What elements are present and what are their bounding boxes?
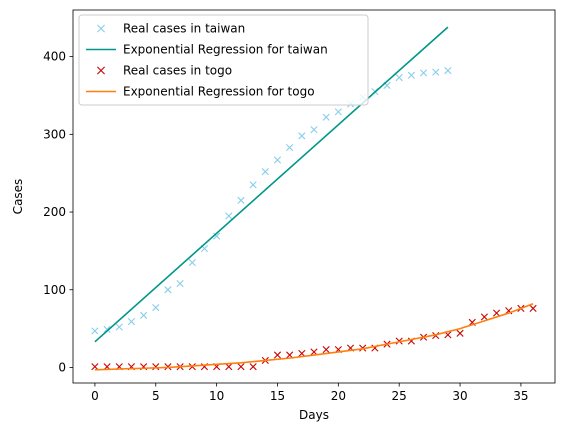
x-tick-label: 0 (91, 389, 99, 403)
series-line-3 (94, 302, 534, 371)
x-tick-label: 5 (152, 389, 160, 403)
data-point (261, 168, 269, 176)
data-point (529, 304, 537, 312)
data-point (237, 363, 245, 371)
data-point (273, 351, 282, 359)
data-point (444, 67, 452, 75)
data-point (286, 143, 294, 152)
data-point (115, 323, 123, 331)
data-point (91, 363, 99, 371)
data-point (492, 309, 501, 317)
data-point (176, 279, 184, 288)
data-point (322, 113, 330, 121)
axes: 0 5 10 15 20 25 30 35 0 100 200 300 400 (43, 9, 556, 403)
data-point (298, 132, 306, 140)
data-point (322, 345, 330, 354)
legend-marker-handle (97, 66, 105, 75)
data-point (310, 126, 318, 134)
data-point (164, 286, 172, 294)
data-point (456, 329, 464, 337)
y-tick-label: 100 (43, 283, 66, 297)
x-tick-label: 15 (270, 389, 285, 403)
data-point (419, 69, 428, 77)
data-point (273, 156, 282, 164)
axes-frame (72, 9, 556, 384)
data-point (249, 363, 257, 371)
legend-marker-handle (97, 24, 105, 33)
legend-entry-label: Real cases in taiwan (123, 22, 245, 36)
data-point (152, 304, 160, 312)
y-tick-label: 400 (43, 50, 66, 64)
y-tick-label: 200 (43, 205, 66, 219)
legend: Real cases in taiwan Exponential Regressi… (78, 14, 369, 106)
legend-entry-label: Exponential Regression for taiwan (123, 43, 328, 57)
data-point (213, 232, 221, 240)
x-tick-label: 30 (452, 389, 467, 403)
data-point (140, 311, 148, 319)
legend-box (78, 14, 369, 106)
x-tick-label: 25 (392, 389, 407, 403)
data-point (432, 68, 440, 76)
x-axis-label: Days (299, 408, 329, 422)
data-point (407, 71, 415, 79)
data-point (225, 363, 233, 371)
x-tick-label: 10 (209, 389, 224, 403)
y-tick-label: 0 (58, 360, 66, 374)
x-tick-label: 20 (331, 389, 346, 403)
data-point (152, 363, 160, 371)
data-point (188, 258, 196, 267)
data-point (127, 318, 136, 326)
data-point (225, 212, 233, 220)
data-point (103, 325, 111, 333)
series-line-1 (94, 26, 449, 343)
legend-entry-label: Real cases in togo (123, 64, 232, 78)
data-point (91, 327, 99, 335)
plot-area (91, 26, 537, 371)
data-point (480, 313, 488, 321)
legend-entry-label: Exponential Regression for togo (123, 85, 315, 99)
y-tick-label: 300 (43, 127, 66, 141)
data-point (249, 181, 257, 189)
x-tick-label: 35 (513, 389, 528, 403)
data-point (395, 74, 403, 82)
data-point (237, 196, 245, 204)
y-axis-label: Cases (11, 179, 25, 215)
data-point (334, 108, 342, 116)
